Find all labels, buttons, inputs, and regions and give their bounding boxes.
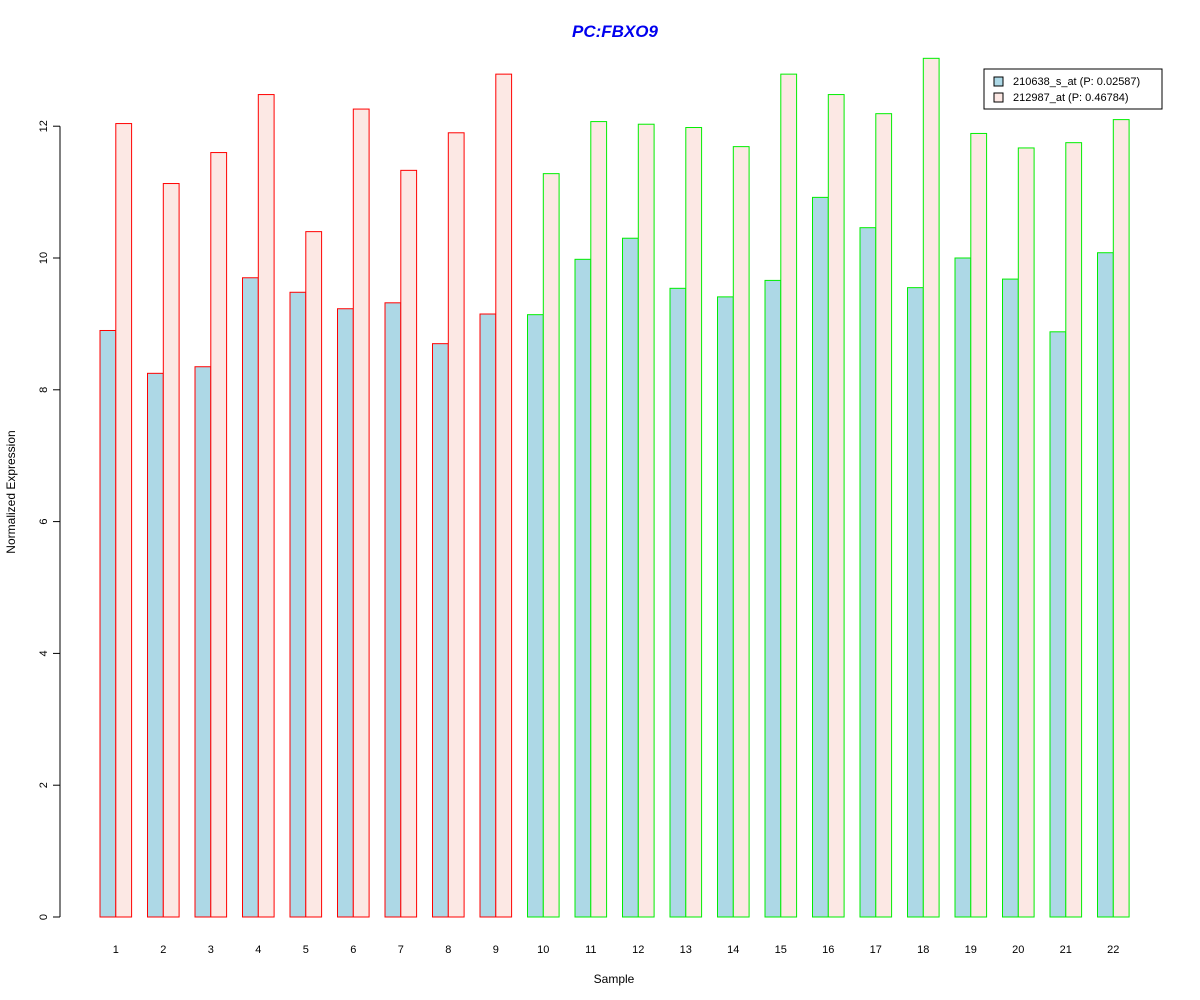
legend-label: 210638_s_at (P: 0.02587) (1013, 76, 1140, 88)
bar-series1-sample-5 (289, 291, 307, 918)
bar-series1-sample-8 (432, 343, 449, 918)
bar-series2-sample-6 (352, 108, 370, 918)
legend-label: 212987_at (P: 0.46784) (1013, 92, 1129, 104)
bar-series2-sample-4 (257, 94, 275, 918)
bar-series2-sample-7 (400, 169, 418, 918)
bar-series1-sample-1 (99, 329, 117, 918)
bar-series1-sample-13 (669, 287, 687, 918)
x-tick-label: 1 (113, 944, 119, 956)
x-tick-label: 16 (822, 944, 834, 956)
bar-series2-sample-22 (1112, 119, 1130, 918)
bar-series2-sample-10 (542, 173, 560, 918)
bar-series2-sample-2 (162, 183, 180, 918)
x-axis: 1 2 3 4 5 6 7 8 9 10 11 12 13 14 15 16 17 18 19 20 21 22 (113, 944, 1120, 956)
bar-series2-sample-19 (970, 132, 988, 918)
x-tick-label: 14 (727, 944, 739, 956)
bar-series2-sample-9 (495, 73, 513, 918)
x-axis-title: Sample (594, 972, 635, 986)
y-axis: 0 2 4 6 8 10 12 (38, 120, 61, 920)
y-axis-title: Normalized Expression (4, 430, 18, 553)
bar-series2-sample-21 (1065, 142, 1083, 918)
x-tick-label: 12 (632, 944, 644, 956)
x-tick-label: 9 (493, 944, 499, 956)
bar-series2-sample-1 (115, 123, 133, 918)
bar-series2-sample-5 (305, 231, 323, 918)
bar-series1-sample-21 (1049, 331, 1067, 918)
bar-series2-sample-13 (685, 127, 703, 918)
bar-series2-sample-15 (780, 73, 798, 918)
bar-series2-sample-16 (827, 94, 845, 918)
x-tick-label: 8 (445, 944, 451, 956)
bar-series2-sample-12 (637, 123, 655, 918)
x-tick-label: 17 (870, 944, 882, 956)
y-tick-label: 6 (38, 519, 50, 525)
x-tick-label: 13 (680, 944, 692, 956)
x-tick-label: 4 (255, 944, 261, 956)
bar-series1-sample-17 (859, 227, 877, 918)
bar-series1-sample-18 (907, 287, 924, 918)
bar-series1-sample-20 (1002, 278, 1019, 918)
legend-box (983, 68, 1163, 110)
x-tick-label: 2 (160, 944, 166, 956)
x-tick-label: 5 (303, 944, 309, 956)
bar-series1-sample-6 (337, 308, 354, 918)
x-tick-label: 11 (585, 944, 596, 956)
bar-series1-sample-2 (147, 372, 164, 918)
bar-series2-sample-18 (922, 57, 940, 918)
bar-series1-sample-4 (242, 277, 259, 918)
y-tick-label: 4 (38, 650, 50, 656)
x-tick-label: 20 (1012, 944, 1024, 956)
bar-series1-sample-7 (384, 302, 402, 918)
x-tick-label: 10 (537, 944, 549, 956)
x-tick-label: 6 (350, 944, 356, 956)
chart-title: PC:FBXO9 (572, 22, 659, 41)
legend-swatch (993, 92, 1004, 103)
y-tick-label: 12 (38, 120, 50, 132)
bar-series1-sample-3 (194, 366, 212, 918)
legend-swatch (993, 76, 1004, 87)
x-tick-label: 21 (1060, 944, 1072, 956)
bar-series1-sample-14 (717, 296, 734, 918)
bar-series1-sample-11 (574, 258, 592, 918)
y-tick-label: 2 (38, 782, 50, 788)
bar-series1-sample-9 (479, 313, 497, 918)
x-tick-label: 7 (398, 944, 404, 956)
bar-series1-sample-22 (1097, 252, 1114, 918)
bar-series1-sample-10 (527, 314, 544, 918)
bar-series2-sample-11 (590, 121, 608, 918)
x-tick-label: 22 (1107, 944, 1119, 956)
legend: 210638_s_at (P: 0.02587) 212987_at (P: 0.… (983, 68, 1163, 110)
y-tick-label: 10 (38, 252, 50, 264)
x-tick-label: 15 (775, 944, 787, 956)
bars (99, 57, 1130, 918)
bar-series1-sample-16 (812, 196, 829, 918)
bar-series1-sample-15 (764, 279, 782, 918)
bar-series1-sample-19 (954, 257, 972, 918)
bar-series1-sample-12 (622, 237, 639, 918)
bar-series2-sample-8 (447, 132, 465, 918)
bar-series2-sample-20 (1017, 147, 1035, 918)
bar-series2-sample-3 (210, 152, 228, 918)
y-tick-label: 0 (38, 914, 50, 920)
x-tick-label: 19 (965, 944, 977, 956)
bar-series2-sample-17 (875, 113, 893, 918)
bar-series2-sample-14 (732, 146, 750, 918)
y-tick-label: 8 (38, 387, 50, 393)
x-tick-label: 18 (917, 944, 929, 956)
x-tick-label: 3 (208, 944, 214, 956)
